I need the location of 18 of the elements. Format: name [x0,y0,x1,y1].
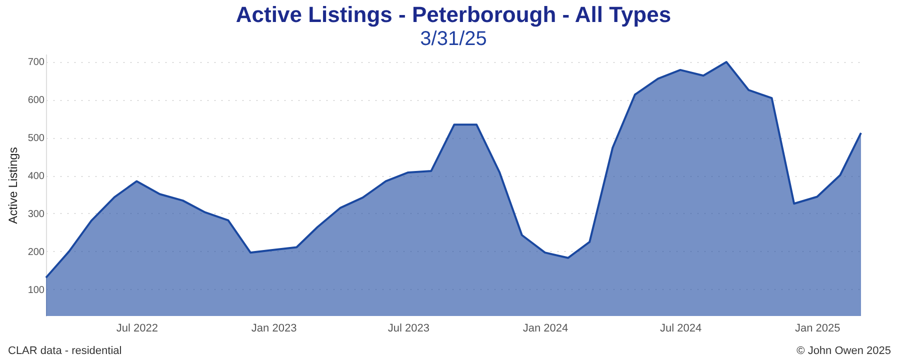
y-tick-label: 700 [28,57,45,68]
chart-title: Active Listings - Peterborough - All Types [236,2,672,27]
chart-subtitle: 3/31/25 [420,28,487,50]
y-tick-label: 300 [28,208,45,220]
y-axis-title: Active Listings [6,147,20,224]
x-tick-label: Jul 2022 [116,322,158,334]
y-tick-label: 100 [28,284,45,296]
x-tick-label: Jul 2024 [660,322,702,334]
x-tick-label: Jan 2024 [522,322,568,334]
x-tick-label: Jul 2023 [388,322,430,334]
x-tick-label: Jan 2023 [251,322,297,334]
x-tick-label: Jan 2025 [794,322,840,334]
text: © John Owen 2025 [796,345,891,357]
y-tick-label: 500 [28,133,45,144]
text: CLAR data - residential [8,345,122,357]
y-tick-label: 400 [28,171,45,182]
y-tick-label: 600 [28,95,45,106]
y-tick-label: 200 [28,246,45,258]
